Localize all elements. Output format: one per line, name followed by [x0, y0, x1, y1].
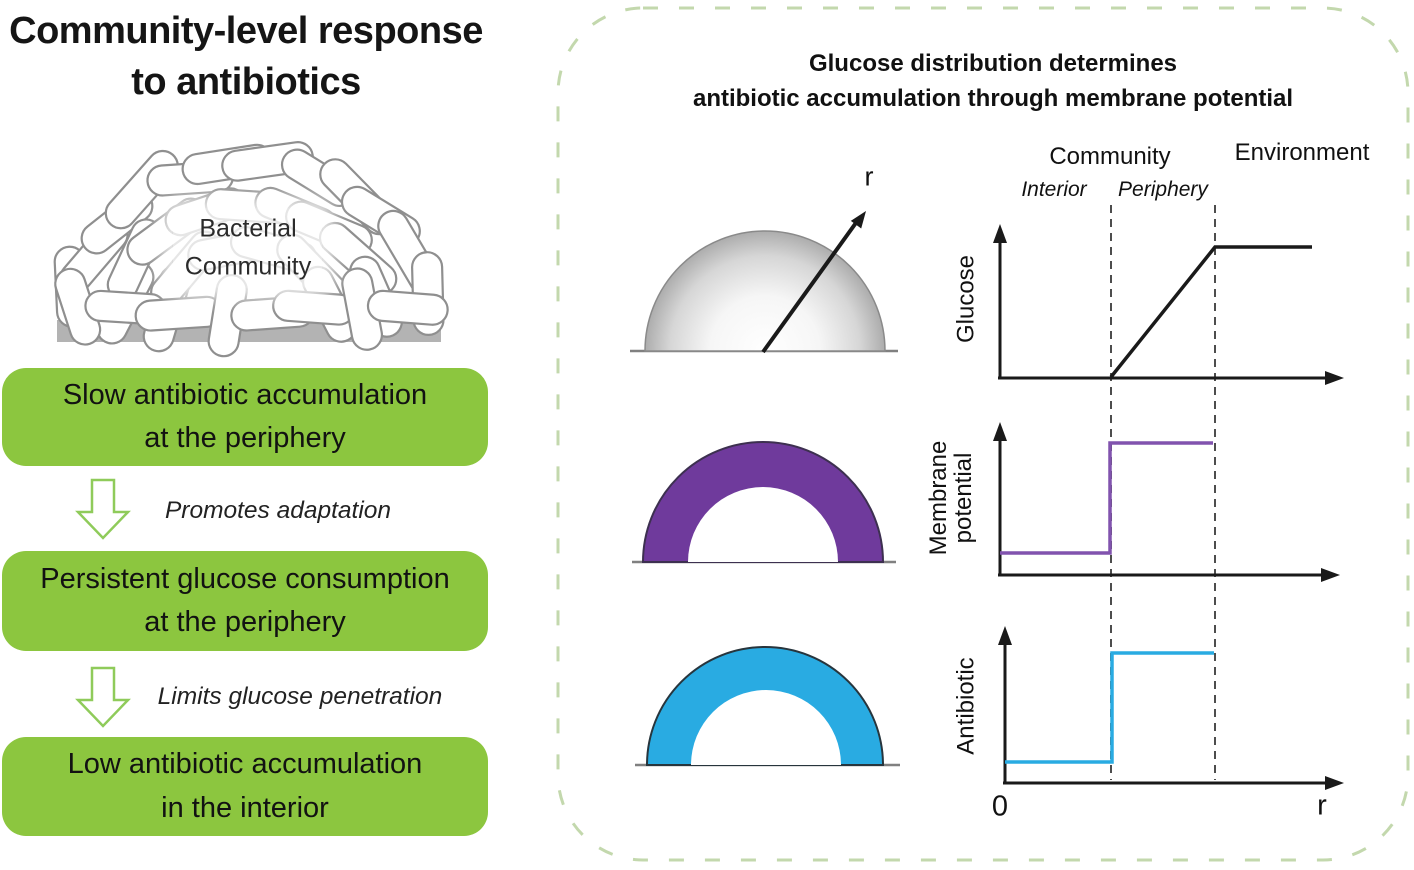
region-label-periphery: Periphery [1118, 178, 1208, 201]
bacterial-community-label: Bacterial Community [172, 208, 324, 288]
purple-dome-interior [688, 487, 838, 562]
bacterium-capsule [230, 295, 315, 332]
bacterium-capsule [340, 185, 421, 248]
substrate-bar [57, 320, 441, 342]
region-label-community: Community [1049, 143, 1171, 170]
arrow2-caption: Limits glucose penetration [157, 683, 443, 710]
bacterial-community-label-line1: Bacterial [199, 214, 297, 243]
flow-box2-line1: Persistent glucose consumption [40, 562, 450, 595]
bacterium-capsule [341, 267, 384, 351]
glucose-y-arrowhead-icon [993, 224, 1007, 243]
antibiotic-x-arrowhead-icon [1325, 776, 1344, 790]
bacterium-capsule [53, 245, 89, 328]
membrane-axis-label-line2: potential [950, 452, 977, 544]
bacterium-capsule [54, 267, 102, 346]
right-panel-title-line2: antibiotic accumulation through membrane… [692, 85, 1294, 112]
right-panel-dashed-border [556, 6, 1410, 862]
bacterium-capsule [134, 295, 223, 332]
gradient-dome [644, 230, 886, 352]
x-axis-r-label: r [1317, 789, 1327, 822]
radial-arrowhead-icon [850, 211, 866, 229]
flow-box-glucose-consumption: Persistent glucose consumption at the pe… [2, 551, 488, 651]
flow-box-slow-accumulation: Slow antibiotic accumulation at the peri… [2, 368, 488, 466]
bacterium-capsule [59, 218, 129, 295]
membrane-y-arrowhead-icon [993, 422, 1007, 441]
bacterium-capsule [348, 255, 403, 338]
antibiotic-axis-label: Antibiotic [952, 657, 980, 755]
page-title-line2: to antibiotics [131, 60, 361, 103]
bacterium-capsule [366, 289, 449, 326]
bacterium-capsule [104, 149, 179, 230]
membrane-potential-curve [1000, 441, 1213, 555]
page-title: Community-level response to antibiotics [0, 6, 492, 108]
bacterium-capsule [181, 143, 274, 186]
bacterium-capsule [377, 209, 442, 296]
arrow1-caption: Promotes adaptation [164, 497, 392, 524]
flow-box-low-accumulation: Low antibiotic accumulation in the inter… [2, 737, 488, 836]
flow-box3-line2: in the interior [161, 791, 329, 824]
bacterium-capsule [272, 289, 356, 326]
bacterium-capsule [411, 251, 445, 336]
flow-box1-line1: Slow antibiotic accumulation [62, 378, 428, 411]
region-label-interior: Interior [1021, 178, 1087, 201]
glucose-curve [1109, 245, 1312, 379]
membrane-axis-label-line1: Membrane [924, 440, 952, 556]
bacterium-capsule [106, 218, 163, 301]
blue-dome-interior [691, 690, 841, 765]
flow-box3-line1: Low antibiotic accumulation [67, 748, 423, 780]
bacterium-capsule [319, 158, 396, 236]
antibiotic-curve [1005, 651, 1214, 764]
purple-periphery-dome [641, 441, 885, 563]
bacterial-community-label-line2: Community [184, 252, 312, 280]
blue-periphery-dome [645, 646, 885, 766]
bacterium-capsule [221, 141, 314, 182]
down-arrow-icon [75, 478, 131, 540]
membrane-x-arrowhead-icon [1321, 568, 1340, 582]
bacterium-capsule [318, 221, 398, 295]
flow-box1-line2: at the periphery [144, 422, 346, 454]
x-axis-origin-label: 0 [991, 790, 1009, 823]
right-panel-title-line1: Glucose distribution determines [808, 50, 1178, 77]
bacterium-capsule [80, 190, 154, 255]
down-arrow-icon [75, 666, 131, 728]
bacterium-capsule [84, 289, 167, 326]
antibiotic-y-arrowhead-icon [998, 626, 1012, 645]
bacterium-capsule [280, 148, 356, 207]
glucose-x-arrowhead-icon [1325, 371, 1344, 385]
bacterium-capsule [146, 160, 235, 197]
flow-box2-line2: at the periphery [144, 606, 346, 638]
page-title-line1: Community-level response [9, 10, 483, 52]
radial-arrow-icon [761, 218, 860, 354]
dome-radial-axis-label: r [864, 161, 874, 192]
membrane-potential-axis-label: Membrane potential [924, 440, 977, 556]
region-label-environment: Environment [1234, 139, 1370, 166]
glucose-axis-label: Glucose [952, 254, 980, 344]
bacterium-capsule [95, 261, 155, 345]
